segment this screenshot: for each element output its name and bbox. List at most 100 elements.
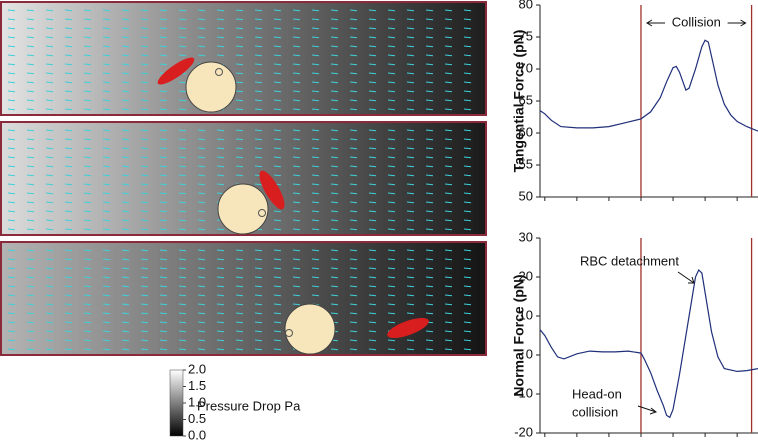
velocity-arrow xyxy=(463,303,472,306)
velocity-arrow xyxy=(406,54,415,57)
velocity-arrow xyxy=(159,45,168,48)
velocity-arrow xyxy=(425,303,434,306)
velocity-arrow xyxy=(159,156,168,159)
velocity-arrow xyxy=(292,156,301,159)
velocity-arrow xyxy=(387,90,396,93)
velocity-arrow xyxy=(273,81,282,84)
velocity-arrow xyxy=(26,9,35,12)
velocity-arrow xyxy=(311,165,320,168)
velocity-arrow xyxy=(121,45,130,48)
velocity-arrow xyxy=(235,165,244,168)
velocity-arrow xyxy=(121,210,130,213)
velocity-arrow xyxy=(26,81,35,84)
velocity-arrow xyxy=(26,45,35,48)
velocity-arrow xyxy=(121,249,130,252)
velocity-arrow xyxy=(121,63,130,66)
velocity-arrow xyxy=(368,258,377,261)
velocity-arrow xyxy=(425,165,434,168)
force-line xyxy=(539,39,758,132)
velocity-arrow xyxy=(406,348,415,351)
velocity-arrow xyxy=(45,339,54,342)
velocity-arrow xyxy=(387,9,396,12)
velocity-arrow xyxy=(7,303,16,306)
velocity-arrow xyxy=(140,219,149,222)
velocity-arrow xyxy=(387,348,396,351)
velocity-arrow xyxy=(349,267,358,270)
velocity-arrow xyxy=(463,18,472,21)
velocity-arrow xyxy=(425,330,434,333)
velocity-arrow xyxy=(387,156,396,159)
velocity-arrow xyxy=(406,294,415,297)
velocity-arrow xyxy=(26,285,35,288)
velocity-arrow xyxy=(349,63,358,66)
velocity-arrow xyxy=(292,219,301,222)
velocity-arrow xyxy=(178,165,187,168)
velocity-arrow xyxy=(387,108,396,111)
velocity-arrow xyxy=(197,276,206,279)
velocity-arrow xyxy=(254,339,263,342)
velocity-arrow xyxy=(387,99,396,102)
velocity-arrow xyxy=(83,36,92,39)
velocity-arrow xyxy=(159,183,168,186)
velocity-arrow xyxy=(178,219,187,222)
velocity-arrow xyxy=(425,54,434,57)
velocity-arrow xyxy=(311,183,320,186)
velocity-arrow xyxy=(254,285,263,288)
velocity-arrow xyxy=(121,165,130,168)
velocity-arrow xyxy=(45,285,54,288)
annotation: Collision xyxy=(672,14,721,29)
velocity-arrow xyxy=(425,147,434,150)
velocity-arrow xyxy=(26,348,35,351)
velocity-arrow xyxy=(463,129,472,132)
velocity-arrow xyxy=(463,36,472,39)
colorbar-tick-label: 1.5 xyxy=(188,378,206,393)
velocity-arrow xyxy=(425,36,434,39)
velocity-arrow xyxy=(64,156,73,159)
velocity-arrow xyxy=(406,174,415,177)
velocity-arrow xyxy=(311,258,320,261)
velocity-arrow xyxy=(26,267,35,270)
velocity-arrow xyxy=(159,249,168,252)
velocity-arrow xyxy=(197,321,206,324)
velocity-arrow xyxy=(235,138,244,141)
velocity-arrow xyxy=(406,81,415,84)
velocity-arrow xyxy=(45,201,54,204)
velocity-arrow xyxy=(311,201,320,204)
velocity-arrow xyxy=(26,228,35,231)
velocity-arrow xyxy=(216,138,225,141)
velocity-arrow xyxy=(7,228,16,231)
velocity-arrow xyxy=(463,9,472,12)
velocity-arrow xyxy=(45,219,54,222)
velocity-arrow xyxy=(159,174,168,177)
velocity-arrow xyxy=(463,54,472,57)
velocity-arrow xyxy=(7,156,16,159)
velocity-arrow xyxy=(45,147,54,150)
velocity-arrow xyxy=(463,258,472,261)
velocity-arrow xyxy=(463,312,472,315)
velocity-arrow xyxy=(235,294,244,297)
velocity-arrow xyxy=(273,18,282,21)
velocity-arrow xyxy=(254,63,263,66)
velocity-arrow xyxy=(235,321,244,324)
velocity-arrow xyxy=(216,147,225,150)
velocity-arrow xyxy=(292,54,301,57)
velocity-arrow xyxy=(254,258,263,261)
velocity-arrow xyxy=(178,174,187,177)
velocity-arrow xyxy=(140,63,149,66)
velocity-arrow xyxy=(349,183,358,186)
velocity-arrow xyxy=(330,258,339,261)
velocity-arrow xyxy=(463,174,472,177)
velocity-arrow xyxy=(349,54,358,57)
velocity-arrow xyxy=(311,156,320,159)
velocity-arrow xyxy=(425,174,434,177)
velocity-arrow xyxy=(349,99,358,102)
velocity-arrow xyxy=(140,183,149,186)
velocity-arrow xyxy=(26,147,35,150)
velocity-arrow xyxy=(235,90,244,93)
velocity-arrow xyxy=(102,129,111,132)
velocity-arrow xyxy=(121,303,130,306)
velocity-arrow xyxy=(444,330,453,333)
velocity-arrow xyxy=(102,183,111,186)
velocity-arrow xyxy=(83,183,92,186)
y-tick-label: 10 xyxy=(519,307,533,322)
